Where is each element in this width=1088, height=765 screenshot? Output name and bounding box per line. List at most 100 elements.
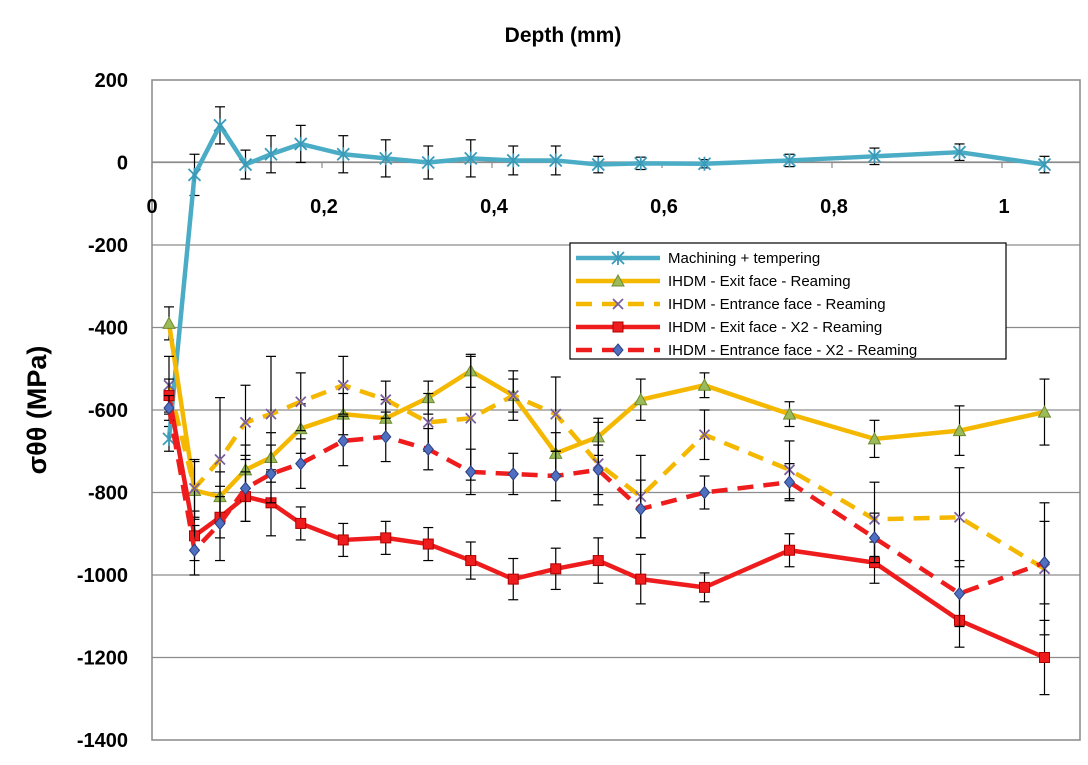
- data-point: [698, 429, 711, 441]
- y-tick-label: 200: [95, 70, 128, 92]
- data-point: [611, 251, 625, 265]
- data-point: [506, 153, 520, 168]
- data-point: [295, 456, 307, 471]
- data-point: [213, 118, 227, 133]
- data-point: [337, 534, 349, 546]
- legend-label: IHDM - Exit face - X2 - Reaming: [668, 319, 882, 336]
- data-point: [294, 136, 308, 151]
- tick-labels: 200 0 -200 -400 -600 -800 -1000 -1200 -1400 0 0,2 0…: [77, 70, 1010, 752]
- legend-label: IHDM - Entrance face - X2 - Reaming: [668, 342, 917, 359]
- data-point: [697, 156, 712, 171]
- x-tick-label: 0: [146, 196, 157, 218]
- series-5: [163, 394, 1051, 628]
- data-point: [550, 563, 562, 575]
- legend-label: IHDM - Exit face - Reaming: [668, 273, 851, 290]
- data-point: [867, 431, 882, 445]
- y-axis-title: σθθ (MPa): [22, 346, 52, 475]
- data-point: [952, 145, 967, 160]
- data-point: [188, 482, 201, 495]
- x-tick-label: 1: [998, 196, 1009, 218]
- data-point: [465, 555, 477, 567]
- x-tick-label: 0,2: [310, 196, 338, 218]
- data-point: [162, 316, 176, 329]
- data-point: [187, 167, 202, 182]
- y-tick-label: -600: [88, 400, 128, 422]
- data-point: [188, 543, 201, 558]
- y-tick-label: -400: [88, 318, 128, 340]
- legend-entry: Machining + tempering: [576, 250, 820, 267]
- data-point: [464, 151, 478, 166]
- y-tick-label: 0: [117, 153, 128, 175]
- data-point: [550, 408, 562, 420]
- data-point: [214, 516, 226, 531]
- data-point: [592, 555, 604, 567]
- data-point: [295, 396, 307, 408]
- data-point: [264, 147, 278, 162]
- data-point: [612, 298, 624, 310]
- series-4: [163, 378, 1050, 696]
- data-point: [591, 157, 605, 172]
- data-point: [380, 430, 392, 444]
- data-point: [239, 481, 252, 496]
- data-point: [1038, 555, 1051, 570]
- y-tick-label: -1000: [77, 565, 128, 587]
- legend-entry: IHDM - Entrance face - Reaming: [576, 296, 886, 313]
- data-point: [592, 463, 604, 477]
- data-point: [1037, 405, 1052, 418]
- y-tick-label: -1200: [77, 648, 128, 670]
- data-point: [612, 321, 624, 333]
- data-point: [612, 343, 624, 357]
- series-1: [162, 106, 1052, 452]
- legend-entry: IHDM - Exit face - X2 - Reaming: [576, 319, 882, 336]
- data-point: [1037, 157, 1052, 172]
- data-point: [465, 412, 477, 424]
- data-point: [337, 434, 349, 448]
- data-point: [611, 273, 625, 287]
- data-point: [1039, 652, 1050, 663]
- data-point: [421, 155, 435, 170]
- data-point: [507, 573, 519, 585]
- data-point: [238, 157, 253, 172]
- data-point: [337, 379, 349, 391]
- data-point: [422, 416, 434, 429]
- data-point: [634, 156, 648, 171]
- data-point: [868, 531, 881, 545]
- data-point: [379, 151, 393, 166]
- data-point: [422, 538, 434, 550]
- legend-box: [569, 242, 1007, 360]
- data-point: [782, 407, 797, 420]
- data-point: [633, 392, 648, 406]
- data-point: [380, 532, 392, 544]
- data-point: [697, 378, 712, 391]
- data-point: [422, 442, 434, 456]
- data-point: [507, 467, 519, 481]
- y-tick-label: -1400: [77, 730, 128, 752]
- legend: Machining + tempering IHDM - Exit face - …: [569, 242, 1007, 360]
- data-point: [635, 573, 647, 585]
- data-point: [549, 153, 563, 168]
- data-point: [465, 465, 477, 479]
- data-point: [507, 389, 519, 402]
- data-point: [265, 467, 277, 481]
- data-point: [699, 581, 710, 593]
- data-point: [784, 544, 795, 556]
- data-point: [952, 423, 967, 437]
- x-tick-label: 0,6: [650, 196, 678, 218]
- data-point: [265, 408, 277, 420]
- plot-area-border: [151, 79, 1081, 741]
- data-point: [214, 453, 226, 466]
- data-point: [953, 586, 966, 601]
- legend-label: IHDM - Entrance face - Reaming: [668, 296, 886, 313]
- series-group: [162, 106, 1052, 696]
- data-point: [635, 502, 647, 516]
- x-axis-title: Depth (mm): [505, 24, 622, 47]
- y-tick-label: -800: [88, 483, 128, 505]
- data-point: [953, 511, 966, 523]
- y-tick-label: -200: [88, 235, 128, 257]
- data-point: [336, 147, 350, 162]
- legend-label: Machining + tempering: [668, 250, 820, 267]
- data-point: [550, 469, 562, 483]
- legend-entry: IHDM - Exit face - Reaming: [576, 273, 851, 290]
- data-point: [867, 149, 882, 164]
